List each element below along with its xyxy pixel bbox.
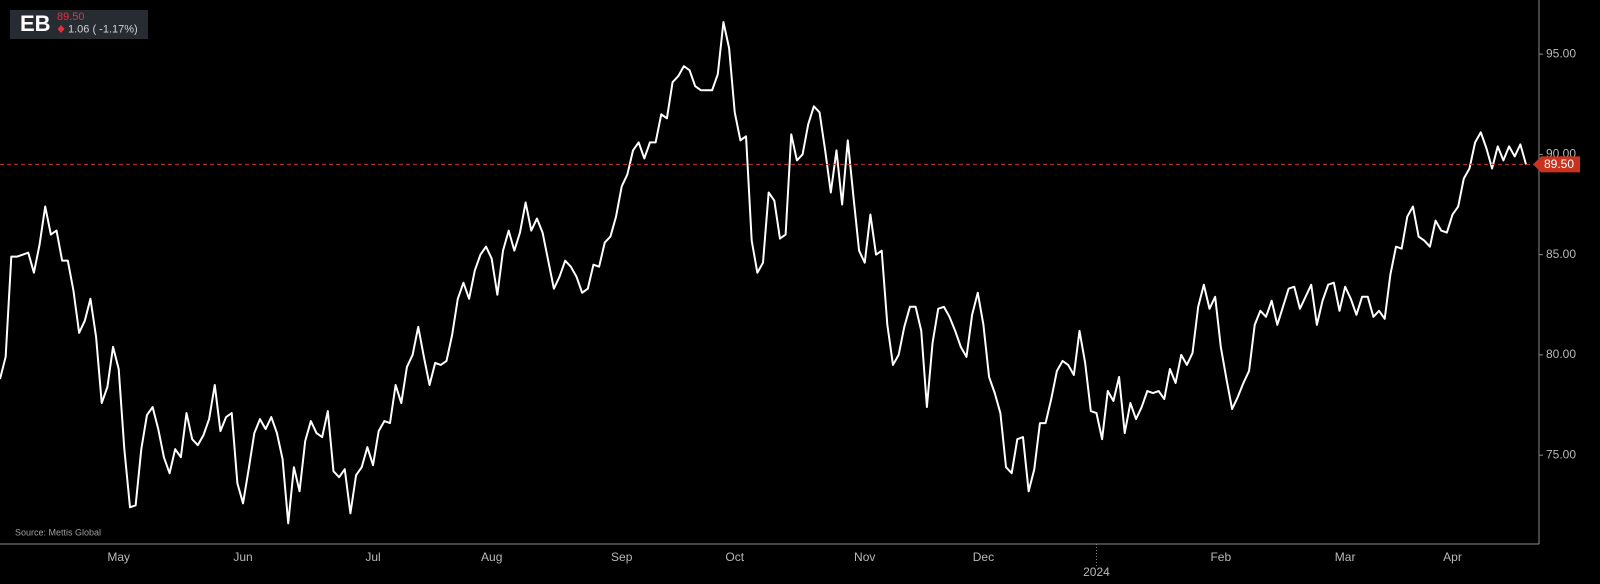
price-line-series (0, 21, 1527, 525)
y-tick-label: 95.00 (1546, 46, 1576, 60)
y-tick-label: 85.00 (1546, 247, 1576, 261)
symbol: EB (20, 11, 51, 36)
x-tick-label: Feb (1210, 550, 1231, 564)
x-tick-label: Jul (365, 550, 380, 564)
x-tick-label: Jun (233, 550, 252, 564)
header-box: EB 89.50 1.06 ( -1.17%) (10, 10, 148, 39)
last-price-tag (1533, 156, 1580, 173)
x-tick-label: Mar (1335, 550, 1356, 564)
x-tick-label: Oct (725, 550, 744, 564)
x-tick-label: May (107, 550, 130, 564)
x-tick-label: Nov (854, 550, 875, 564)
change-icon (57, 25, 65, 33)
x-tick-label: Dec (973, 550, 994, 564)
price: 89.50 (57, 11, 85, 23)
y-tick-label: 75.00 (1546, 447, 1576, 461)
change: 1.06 ( -1.17%) (68, 23, 138, 35)
source: Source: Mettis Global (15, 527, 101, 537)
x-tick-label: 2024 (1083, 565, 1110, 579)
x-tick-label: Sep (611, 550, 633, 564)
y-tick-label: 80.00 (1546, 347, 1576, 361)
header-bg (10, 10, 148, 39)
x-tick-label: Apr (1443, 550, 1462, 564)
last-price-label: 89.50 (1544, 157, 1574, 171)
x-tick-label: Aug (481, 550, 502, 564)
